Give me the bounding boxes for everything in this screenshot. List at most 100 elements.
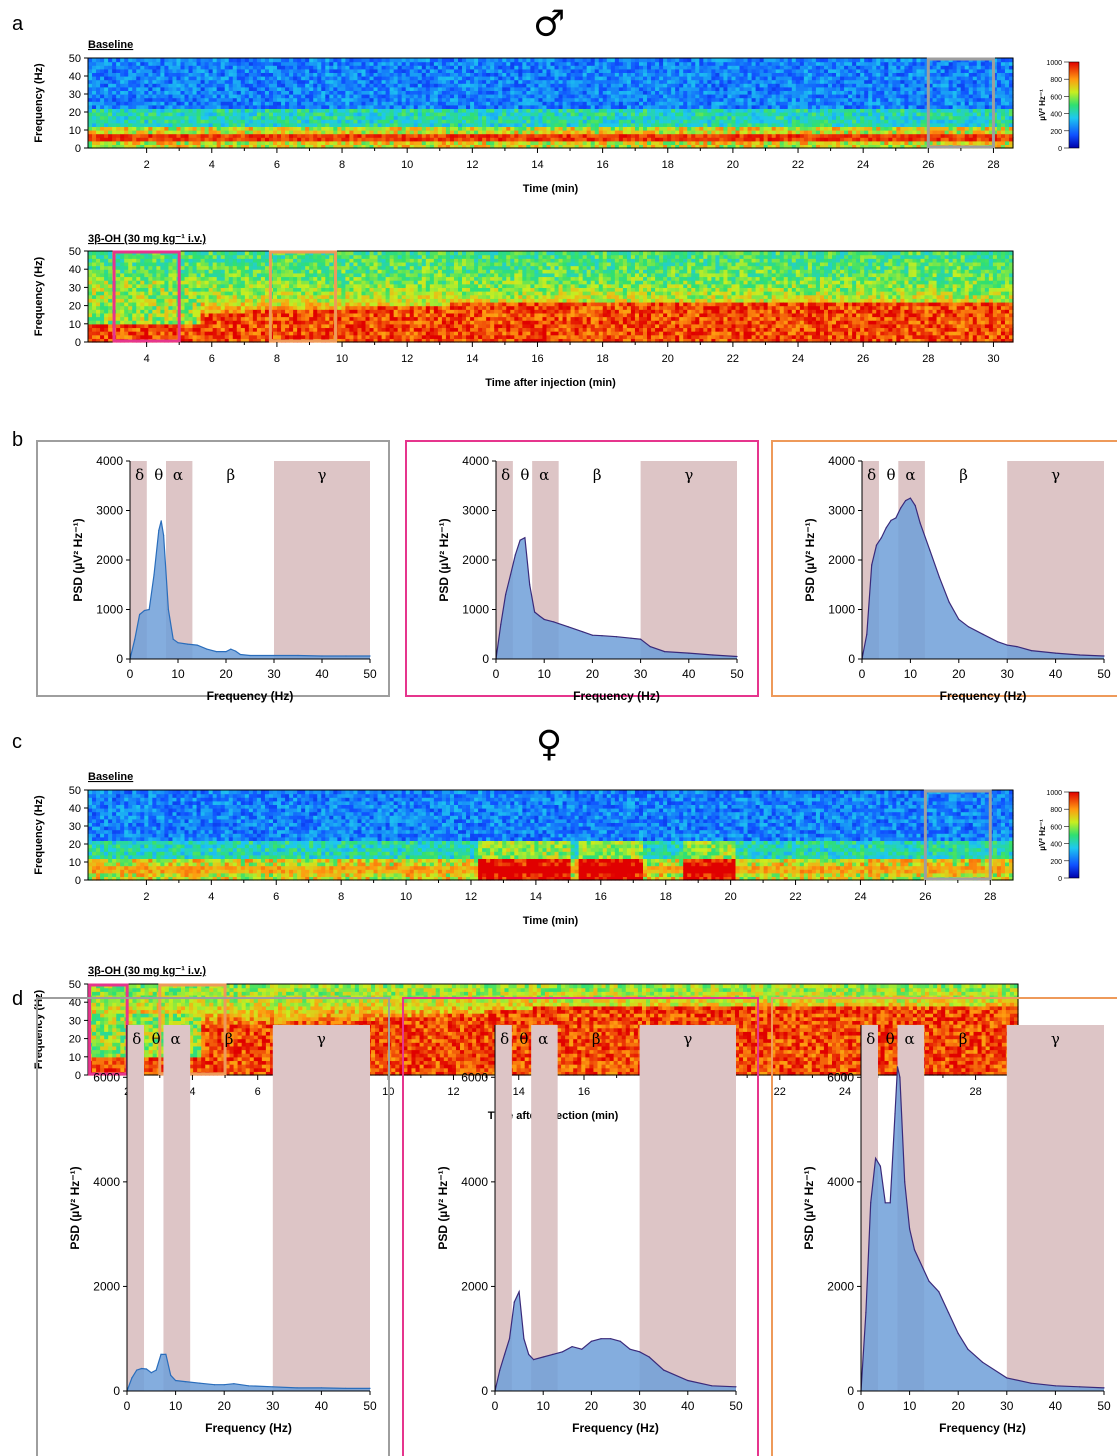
x-tick-label: 22 [727, 353, 739, 365]
psd-point [542, 1356, 544, 1358]
psd-point [199, 1382, 201, 1384]
psd-point [1054, 1385, 1056, 1387]
psd-point [938, 576, 941, 578]
panel-label-a: a [12, 13, 24, 35]
psd-point [919, 522, 921, 524]
x-tick-label: 30 [633, 1399, 647, 1413]
psd-point [909, 1228, 911, 1230]
band-label: β [959, 466, 968, 484]
band-label: γ [317, 1030, 326, 1048]
selection-box-late [158, 983, 227, 1076]
x-tick-label: 50 [729, 1399, 743, 1413]
band-label: γ [318, 466, 327, 484]
x-tick-label: 30 [1001, 667, 1015, 681]
band-shade [130, 461, 147, 659]
psd-point [552, 1353, 554, 1355]
colorbar-c: 1000 800 600 400 200 0 µV² Hz⁻¹ [1038, 790, 1080, 883]
psd-point [736, 655, 738, 658]
band-shade [495, 1025, 512, 1391]
y-tick-label: 30 [69, 89, 81, 101]
x-tick-label: 14 [531, 159, 543, 171]
psd-panel-b-late: δ θ α β γ 0 1000 2000 3000 4000 0 10 20 30 40 50 Frequen… [771, 440, 1117, 703]
psd-point [172, 638, 174, 640]
y-tick-label: 20 [69, 107, 81, 119]
band-label: β [225, 1030, 234, 1048]
psd-point [321, 655, 323, 657]
x-tick-label: 40 [1049, 1399, 1063, 1413]
colorbar-tick-label: 400 [1050, 112, 1062, 119]
band-label: θ [887, 466, 896, 484]
psd-panel-d-early: δ θ α β γ 0 2000 4000 6000 0 10 20 30 40 50 Frequency (… [402, 997, 759, 1456]
x-tick-label: 6 [255, 1086, 261, 1098]
y-tick-label: 6000 [93, 1070, 120, 1084]
band-shade [1006, 1025, 1104, 1391]
x-tick-label: 0 [493, 667, 500, 681]
y-tick-label: 2000 [96, 553, 123, 567]
psd-point [509, 574, 512, 576]
x-tick-label: 12 [401, 353, 413, 365]
y-tick-label: 4000 [461, 1175, 488, 1189]
psd-point [553, 621, 555, 623]
band-label: γ [684, 466, 693, 484]
psd-point [712, 654, 714, 656]
y-tick-label: 0 [847, 1384, 854, 1398]
psd-point [884, 1202, 886, 1204]
x-tick-label: 20 [662, 353, 674, 365]
x-tick-label: 0 [859, 667, 866, 681]
psd-point [175, 1379, 177, 1382]
x-tick-label: 14 [466, 353, 478, 365]
psd-point [1079, 654, 1081, 656]
psd-point [1030, 1382, 1032, 1384]
psd-point [528, 1353, 530, 1355]
psd-point [369, 1387, 371, 1389]
male-symbol: ♂ [533, 4, 565, 45]
psd-point [909, 497, 912, 499]
x-tick-label: 8 [338, 891, 344, 903]
psd-point [513, 1301, 515, 1303]
psd-point [1103, 1387, 1105, 1389]
y-tick-label: 40 [69, 71, 81, 83]
x-tick-label: 24 [857, 159, 869, 171]
y-tick-label: 50 [69, 53, 81, 65]
x-tick-label: 16 [578, 1086, 590, 1098]
band-label: δ [501, 466, 510, 484]
x-tick-label: 18 [660, 891, 672, 903]
y-tick-label: 3000 [96, 504, 123, 518]
y-tick-label: 1000 [462, 603, 489, 617]
psd-point [139, 613, 141, 616]
x-tick-label: 10 [537, 1399, 551, 1413]
psd-point [711, 1385, 713, 1387]
psd-point [601, 635, 603, 637]
panel-border [36, 997, 390, 1456]
x-tick-label: 14 [530, 891, 542, 903]
psd-point [320, 1387, 322, 1389]
psd-point [165, 1353, 167, 1355]
y-tick-label: 10 [69, 125, 81, 137]
psd-point [866, 633, 868, 635]
band-shade [274, 461, 370, 659]
psd-point [249, 654, 251, 657]
psd-point [247, 1385, 250, 1387]
psd-point [947, 1312, 950, 1314]
y-tick-label: 10 [69, 1052, 81, 1064]
psd-point [894, 1113, 896, 1115]
psd-point [273, 654, 275, 657]
y-axis-label: PSD (µV² Hz⁻¹) [437, 518, 451, 601]
x-tick-label: 2 [143, 891, 149, 903]
psd-point [296, 1387, 298, 1389]
psd-point [508, 1338, 511, 1340]
psd-point [225, 651, 227, 653]
band-label: γ [1051, 466, 1060, 484]
psd-point [1016, 646, 1018, 648]
heatmap-cells [88, 251, 1014, 343]
x-tick-label: 26 [857, 353, 869, 365]
colorbar-tick-label: 0 [1058, 146, 1062, 153]
y-tick-label: 4000 [828, 454, 855, 468]
band-label: δ [867, 466, 876, 484]
x-tick-label: 50 [1097, 1399, 1111, 1413]
psd-point [529, 584, 531, 586]
psd-point [918, 1259, 920, 1261]
y-tick-label: 6000 [461, 1070, 488, 1084]
psd-line [495, 536, 738, 660]
psd-point [345, 1387, 347, 1389]
